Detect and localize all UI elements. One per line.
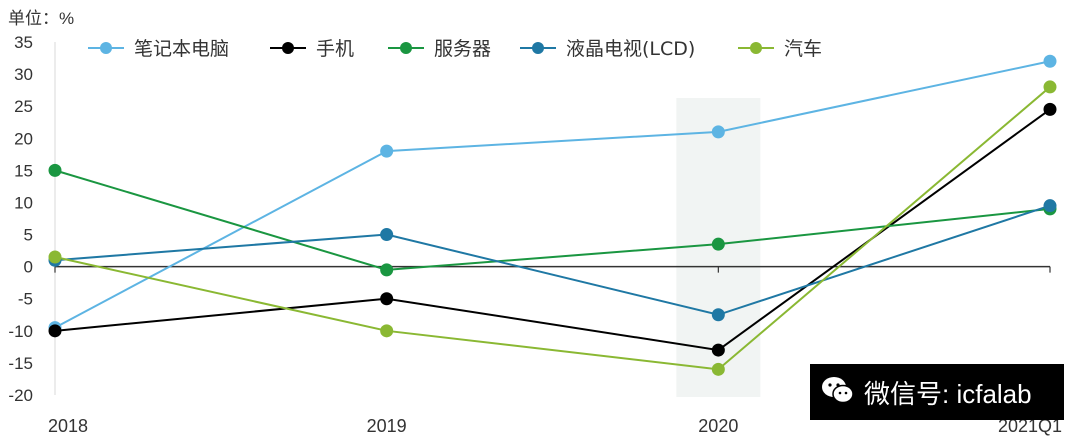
legend-label: 笔记本电脑 [134,38,229,60]
data-point [380,324,394,338]
y-tick-label: 15 [14,161,33,180]
data-point [711,237,725,251]
y-tick-label: -15 [8,354,33,373]
watermark: 微信号: icfalab [810,364,1064,420]
series-line [54,86,1051,371]
data-point [380,228,394,242]
legend-label: 服务器 [434,38,491,60]
y-tick-label: 35 [14,33,33,52]
x-tick-label: 2019 [367,416,407,436]
legend-marker [282,42,294,54]
y-tick-label: 20 [14,129,33,148]
data-point [1043,199,1057,213]
data-point [1043,54,1057,68]
data-point [1043,102,1057,116]
watermark-text: 微信号: icfalab [864,378,1032,409]
data-point [48,250,62,264]
legend-marker [100,42,112,54]
legend-label: 汽车 [784,38,822,60]
data-point [711,362,725,376]
series-line [54,60,1051,329]
y-tick-label: -5 [18,290,33,309]
y-tick-label: 5 [24,226,33,245]
series-line [54,204,1051,316]
data-point [380,292,394,306]
legend-label: 手机 [316,38,354,60]
legend-label: 液晶电视(LCD) [566,38,695,60]
x-tick-label: 2021Q1 [998,416,1062,436]
y-tick-label: 25 [14,97,33,116]
legend-marker [532,42,544,54]
y-tick-label: 30 [14,65,33,84]
y-tick-label: -20 [8,386,33,405]
data-point [711,343,725,357]
data-point [1043,80,1057,94]
data-point [711,308,725,322]
data-point [48,324,62,338]
legend-marker [750,42,762,54]
x-tick-label: 2018 [48,416,88,436]
data-point [380,144,394,158]
x-tick-label: 2020 [698,416,738,436]
data-point [380,263,394,277]
wechat-icon [820,375,856,410]
data-point [711,125,725,139]
series-line [54,108,1051,352]
y-tick-label: -10 [8,322,33,341]
series-line [54,169,1051,271]
legend-marker [400,42,412,54]
data-point [48,163,62,177]
y-tick-label: 0 [24,258,33,277]
y-tick-label: 10 [14,193,33,212]
unit-label: 单位：% [8,9,75,28]
